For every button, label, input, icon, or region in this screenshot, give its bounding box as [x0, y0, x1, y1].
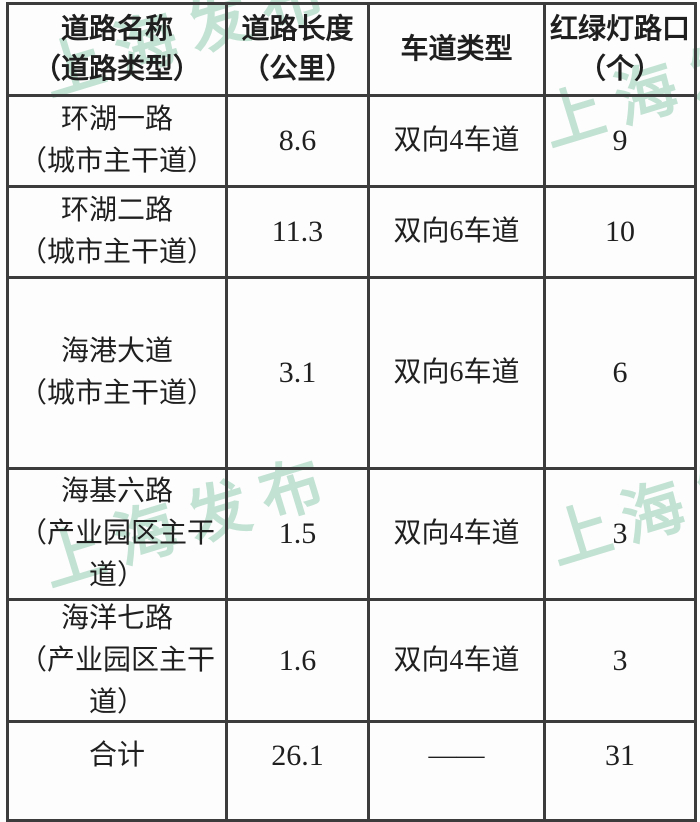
road-name-cell: 环湖一路 （城市主干道）: [9, 97, 228, 185]
road-name: 环湖二路: [60, 195, 173, 226]
table-row: 海洋七路 （产业园区主干 道） 1.6 双向4车道 3: [9, 601, 694, 723]
road-name-cell: 合计: [9, 723, 228, 819]
column-header-length: 道路长度 （公里）: [228, 5, 370, 94]
road-name-cell: 海港大道 （城市主干道）: [9, 279, 228, 467]
road-name-cell: 海基六路 （产业园区主干 道）: [9, 470, 228, 598]
lane-type-cell: ——: [370, 723, 546, 819]
header-line: （道路类型）: [32, 53, 201, 85]
road-length-cell: 1.5: [228, 470, 370, 598]
header-line: （个）: [577, 53, 662, 85]
road-name-cell: 海洋七路 （产业园区主干 道）: [9, 601, 228, 720]
lane-type-cell: 双向6车道: [370, 188, 546, 276]
header-line: 道路名称: [60, 13, 173, 45]
column-header-lane-type: 车道类型: [370, 5, 546, 94]
table-row: 环湖一路 （城市主干道） 8.6 双向4车道 9: [9, 97, 694, 188]
road-type: （产业园区主干: [18, 518, 215, 549]
lane-type-cell: 双向6车道: [370, 279, 546, 467]
roads-table: 道路名称 （道路类型） 道路长度 （公里） 车道类型 红绿灯路口 （个） 环湖一…: [6, 2, 697, 822]
table-row: 海基六路 （产业园区主干 道） 1.5 双向4车道 3: [9, 470, 694, 601]
column-header-signals: 红绿灯路口 （个）: [546, 5, 694, 94]
signal-count-cell: 6: [612, 356, 628, 389]
signal-count-cell: 10: [605, 215, 635, 248]
road-name: 海洋七路: [60, 602, 173, 634]
road-type: （产业园区主干: [18, 644, 215, 676]
header-line: 道路长度: [241, 13, 354, 45]
lane-type-cell: 双向4车道: [370, 601, 546, 720]
header-line: （公里）: [241, 53, 354, 85]
road-name: 海基六路: [60, 476, 173, 507]
road-name: 环湖一路: [60, 104, 173, 135]
road-type: （城市主干道）: [18, 237, 215, 268]
road-length-cell: 3.1: [228, 279, 370, 467]
table-row: 海港大道 （城市主干道） 3.1 双向6车道 6: [9, 279, 694, 470]
road-length-cell: 11.3: [228, 188, 370, 276]
total-label: 合计: [88, 740, 145, 771]
signal-count-cell: 9: [612, 124, 628, 157]
table-total-row: 合计 26.1 —— 31: [9, 723, 694, 819]
table-header-row: 道路名称 （道路类型） 道路长度 （公里） 车道类型 红绿灯路口 （个）: [9, 5, 694, 97]
lane-type-cell: 双向4车道: [370, 470, 546, 598]
road-name-cell: 环湖二路 （城市主干道）: [9, 188, 228, 276]
road-type: 道）: [88, 560, 145, 591]
road-length-cell: 8.6: [228, 97, 370, 185]
signal-count-cell: 3: [612, 517, 628, 550]
screenshot-root: { "watermark": { "text": "上海发布", "color_…: [6, 0, 700, 822]
road-type: （城市主干道）: [18, 378, 215, 409]
road-name: 海港大道: [60, 336, 173, 367]
lane-type-cell: 双向4车道: [370, 97, 546, 185]
table-row: 环湖二路 （城市主干道） 11.3 双向6车道 10: [9, 188, 694, 279]
road-type: （城市主干道）: [18, 146, 215, 177]
header-line: 红绿灯路口: [549, 13, 690, 45]
road-length-cell: 1.6: [228, 601, 370, 720]
road-length-cell: 26.1: [228, 723, 370, 819]
signal-count-cell: 3: [612, 643, 628, 677]
road-type: 道）: [88, 686, 145, 718]
column-header-road-name: 道路名称 （道路类型）: [9, 5, 228, 94]
header-line: 车道类型: [400, 33, 513, 65]
signal-count-cell: 31: [605, 739, 635, 772]
